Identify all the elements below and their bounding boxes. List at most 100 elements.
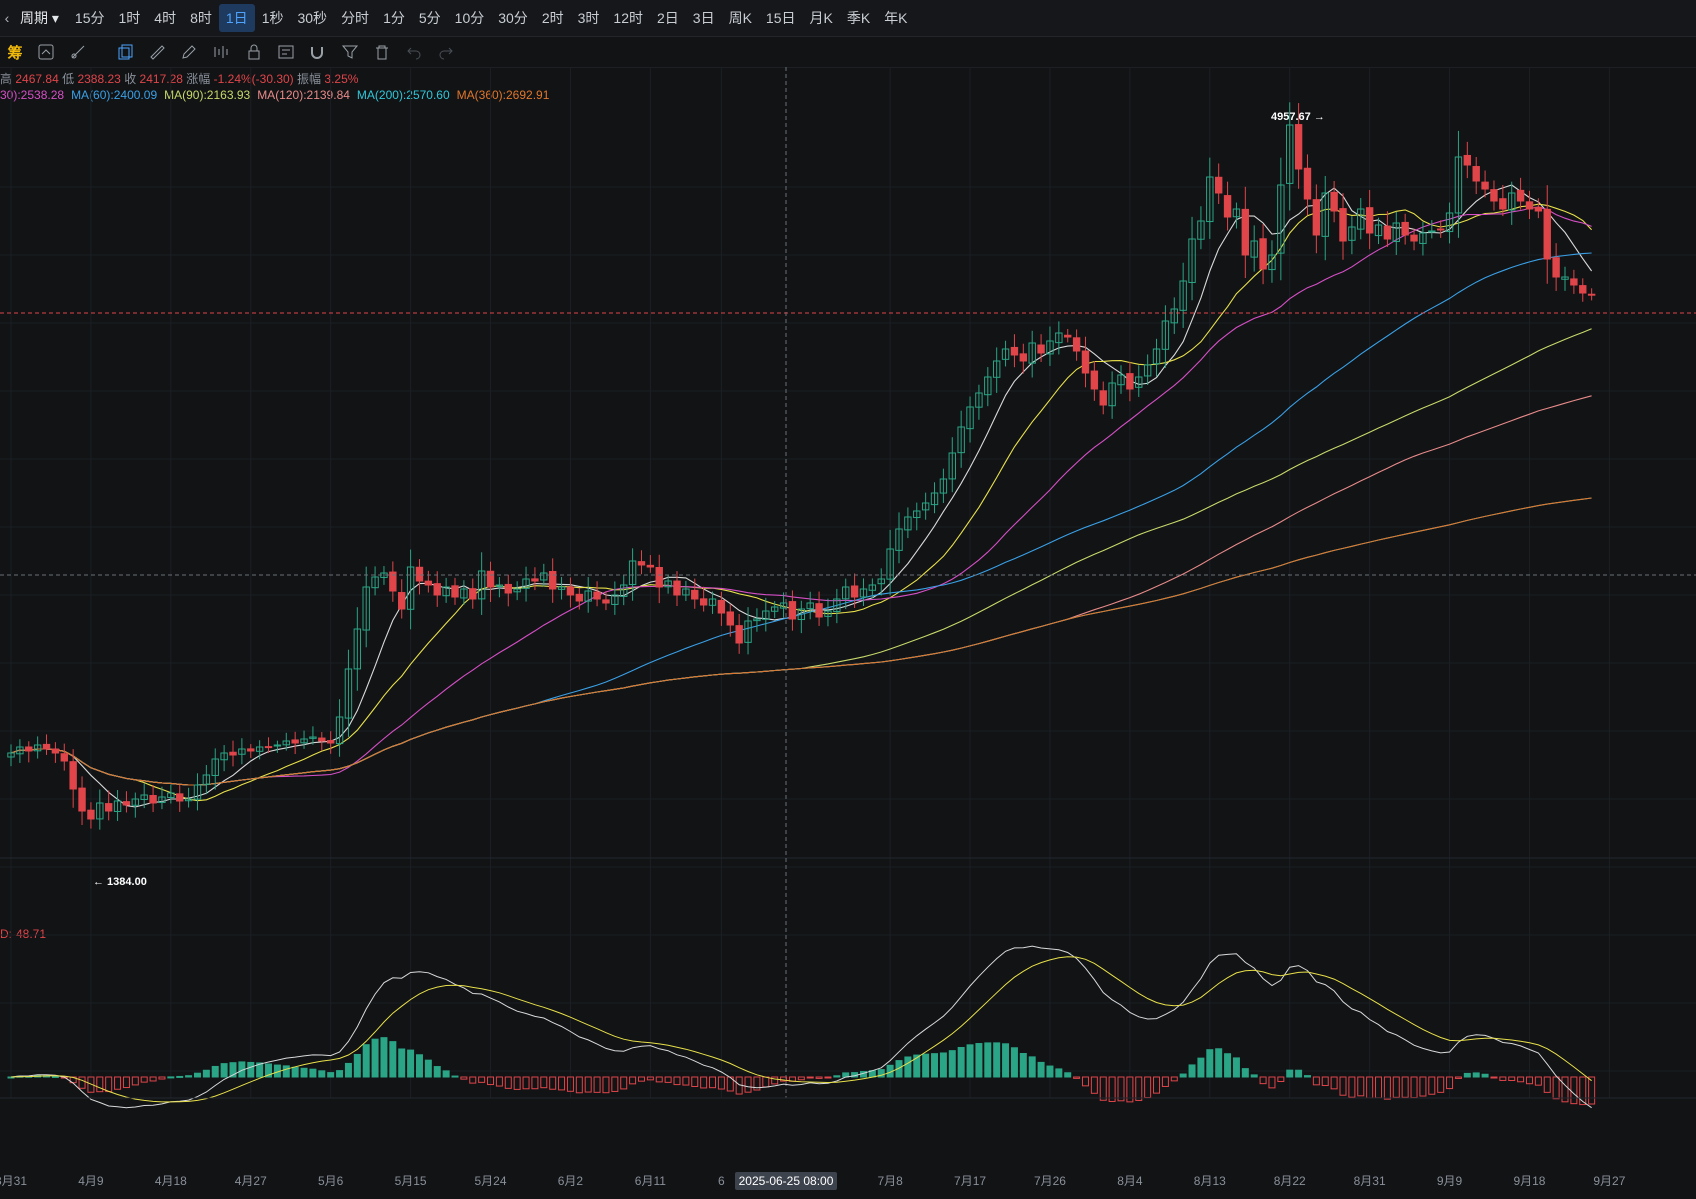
- timeframe-19[interactable]: 月K: [809, 10, 833, 26]
- macd-bar: [549, 1076, 557, 1090]
- macd-bar: [318, 1070, 326, 1078]
- macd-bar: [1206, 1049, 1214, 1078]
- timeframe-4[interactable]: 1日: [218, 4, 255, 32]
- candle-body: [1188, 238, 1196, 283]
- candle-body: [557, 586, 566, 590]
- x-tick-label: 7月26: [1034, 1174, 1066, 1188]
- period-selector[interactable]: 周期 ▾: [20, 10, 59, 26]
- close-value: 2417.28: [139, 72, 183, 86]
- macd-bar: [1135, 1076, 1143, 1101]
- timeframe-17[interactable]: 周K: [728, 10, 752, 26]
- candle-body: [1099, 390, 1107, 406]
- candle-body: [469, 588, 477, 600]
- timeframe-21[interactable]: 年K: [884, 10, 908, 26]
- filter-icon[interactable]: [339, 42, 361, 62]
- macd-bar: [1215, 1048, 1223, 1078]
- macd-bar: [1224, 1053, 1232, 1078]
- timeframe-14[interactable]: 12时: [613, 10, 643, 26]
- pattern-icon[interactable]: [210, 42, 232, 62]
- macd-bar: [611, 1076, 619, 1092]
- delete-icon[interactable]: [371, 42, 393, 62]
- timeframe-6[interactable]: 30秒: [297, 10, 328, 26]
- timeframe-15[interactable]: 2日: [656, 10, 679, 26]
- macd-bar: [1055, 1068, 1063, 1078]
- timeframe-10[interactable]: 10分: [454, 10, 485, 26]
- pen-icon[interactable]: [178, 42, 200, 62]
- candle-body: [504, 583, 512, 594]
- macd-bar: [1463, 1072, 1471, 1078]
- x-tick-label: 9月18: [1513, 1174, 1545, 1188]
- candle-body: [895, 528, 903, 551]
- candle-body: [33, 744, 42, 752]
- macd-bar: [1277, 1076, 1285, 1082]
- macd-bar: [664, 1076, 672, 1083]
- macd-bar: [771, 1076, 779, 1085]
- timeframe-16[interactable]: 3日: [692, 10, 715, 26]
- draw-toggle-icon[interactable]: [67, 42, 89, 62]
- x-tick-label: 5月15: [395, 1174, 427, 1188]
- ruler-icon[interactable]: [146, 42, 168, 62]
- undo-icon[interactable]: [403, 42, 425, 62]
- candle-body: [930, 492, 939, 506]
- timeframe-2[interactable]: 4时: [154, 10, 177, 26]
- macd-bar: [1330, 1076, 1338, 1090]
- timeframe-20[interactable]: 季K: [846, 10, 871, 26]
- candle-body: [1570, 278, 1578, 286]
- timeframe-1[interactable]: 1时: [118, 10, 141, 26]
- timeframe-5[interactable]: 1秒: [261, 10, 284, 26]
- macd-bar: [762, 1076, 770, 1088]
- macd-bar: [744, 1076, 752, 1093]
- timeframe-8[interactable]: 1分: [383, 10, 405, 26]
- macd-bar: [1126, 1076, 1134, 1103]
- candle-body: [1126, 373, 1134, 390]
- redo-icon[interactable]: [435, 42, 457, 62]
- candle-body: [69, 761, 77, 790]
- copy-icon[interactable]: [115, 42, 137, 62]
- candle-body: [1143, 364, 1152, 377]
- ma-line-360: [10, 497, 1592, 786]
- lock-icon[interactable]: [243, 42, 265, 62]
- timeframe-3[interactable]: 8时: [190, 10, 212, 26]
- candle-body: [788, 601, 797, 620]
- candle-body: [415, 566, 424, 582]
- macd-bar: [709, 1076, 717, 1089]
- price-chart[interactable]: 4957.67 → ← 1384.00 3月31 4月9 4月18 4月27 5月6 5月15…: [0, 67, 1696, 1199]
- macd-bar: [1437, 1076, 1445, 1093]
- candle-body: [850, 585, 859, 598]
- macd-bar: [566, 1076, 574, 1092]
- macd-bar: [1188, 1064, 1196, 1078]
- candle-body: [699, 598, 708, 606]
- timeframe-0[interactable]: 15分: [74, 10, 105, 26]
- ma-line-200: [10, 497, 1592, 786]
- candle-body: [220, 752, 228, 761]
- layers-icon[interactable]: [275, 42, 297, 62]
- macd-bar: [131, 1076, 139, 1086]
- timeframe-11[interactable]: 30分: [498, 10, 528, 26]
- timeframe-toolbar: ‹ 周期 ▾ 15分 1时 4时 8时 1日 1秒 30秒 分时 1分 5分 10分 30分 2时 3时 1…: [0, 0, 1696, 37]
- macd-bar: [1534, 1076, 1542, 1086]
- candle-body: [7, 752, 15, 758]
- ma-line-120: [10, 395, 1592, 786]
- x-tick-label: 8月4: [1117, 1174, 1143, 1188]
- timeframe-18[interactable]: 15日: [765, 10, 796, 26]
- timeframe-12[interactable]: 2时: [541, 10, 564, 26]
- timeframe-13[interactable]: 3时: [577, 10, 600, 26]
- candle-body: [593, 591, 601, 600]
- indicator-icon[interactable]: [35, 42, 57, 62]
- candle-body: [247, 748, 255, 752]
- candle-body: [16, 746, 24, 755]
- candle-body: [984, 376, 992, 396]
- macd-bar: [149, 1076, 157, 1082]
- timeframe-7[interactable]: 分时: [341, 10, 370, 26]
- macd-bar: [1081, 1076, 1089, 1087]
- chip-button[interactable]: 筹: [7, 44, 23, 62]
- magnet-icon[interactable]: [306, 42, 328, 62]
- macd-bar: [265, 1063, 273, 1078]
- amplitude-value: 3.25%: [324, 72, 359, 86]
- macd-bar: [1117, 1076, 1125, 1102]
- macd-bar: [717, 1076, 725, 1090]
- timeframe-9[interactable]: 5分: [418, 10, 441, 26]
- collapse-chevron-icon[interactable]: ‹: [4, 10, 10, 26]
- macd-bar: [185, 1075, 193, 1078]
- macd-bar: [469, 1076, 477, 1084]
